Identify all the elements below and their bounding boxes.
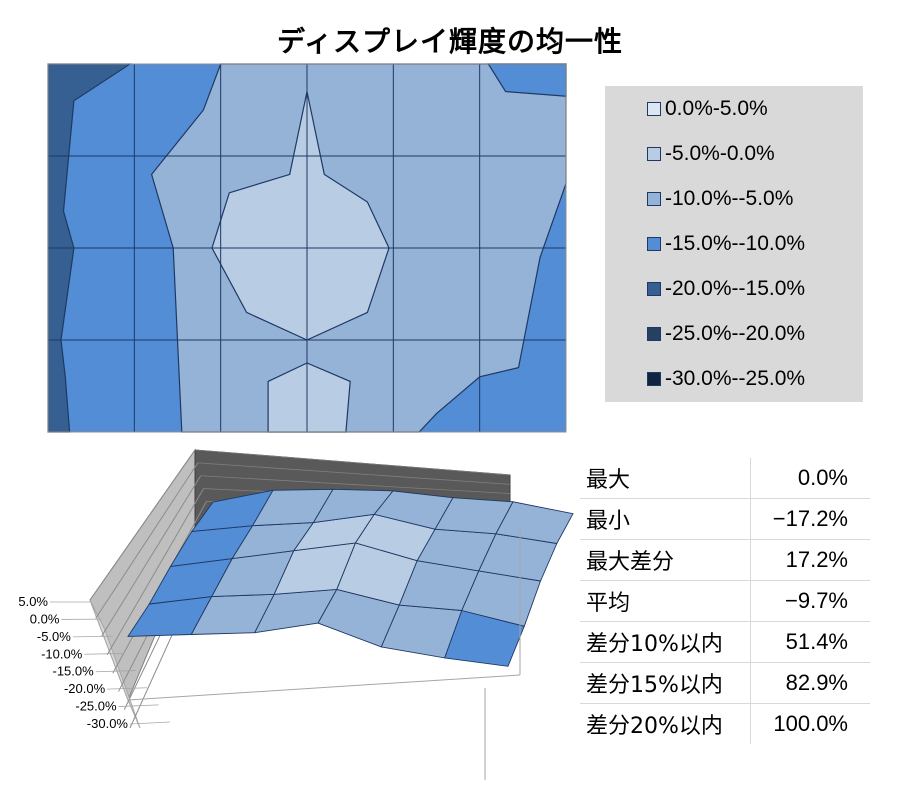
legend-item: -10.0%--5.0% bbox=[647, 186, 793, 212]
legend-label: -15.0%--10.0% bbox=[665, 232, 806, 255]
stats-value: 82.9% bbox=[749, 662, 870, 704]
contour-plot bbox=[47, 63, 567, 433]
stats-value: 0.0% bbox=[749, 458, 870, 499]
surface-ztick-line bbox=[95, 670, 136, 673]
legend-label: -25.0%--20.0% bbox=[665, 322, 806, 345]
stats-label: 差分20%以内 bbox=[586, 714, 723, 739]
legend-swatch bbox=[647, 147, 661, 161]
legend-label: -20.0%--15.0% bbox=[665, 277, 806, 300]
surface-ztick: -25.0% bbox=[75, 699, 117, 714]
stats-row: 差分20%以内 100.0% bbox=[580, 703, 870, 744]
legend-item: -20.0%--15.0% bbox=[647, 276, 805, 302]
legend-swatch bbox=[647, 237, 661, 251]
legend-swatch bbox=[647, 327, 661, 341]
stats-row: 差分15%以内 82.9% bbox=[580, 662, 870, 704]
surface-ztick-line bbox=[84, 653, 125, 655]
surface-ztick-line bbox=[118, 704, 159, 707]
stats-label: 最小 bbox=[580, 498, 751, 540]
surface-ztick: -10.0% bbox=[41, 646, 83, 661]
surface-ztick-line bbox=[129, 721, 171, 725]
surface-back-gridline bbox=[200, 475, 511, 494]
contour-band-lighter-center bbox=[211, 91, 390, 341]
legend-item: 0.0%-5.0% bbox=[647, 96, 768, 122]
surface-wall-gridline bbox=[89, 449, 196, 601]
stats-value: 100.0% bbox=[749, 703, 870, 744]
surface-ztick: -15.0% bbox=[53, 664, 95, 679]
stats-label: 最大 bbox=[580, 458, 751, 499]
legend-item: -25.0%--20.0% bbox=[647, 321, 805, 347]
surface-ztick: 0.0% bbox=[30, 611, 60, 626]
surface-wall-gridline bbox=[106, 488, 205, 656]
surface-ztick-line bbox=[107, 687, 148, 690]
surface-ztick: -20.0% bbox=[64, 681, 106, 696]
stats-label: 平均 bbox=[580, 580, 751, 622]
surface-ztick-line bbox=[72, 635, 113, 638]
surface-ztick: -5.0% bbox=[37, 629, 71, 644]
legend-swatch bbox=[647, 102, 661, 116]
stats-table: 最大 0.0% 最小 −17.2% 最大差分 17.2% 平均 −9.7% 差分10%以内 51.… bbox=[580, 458, 870, 744]
surface-ztick: 5.0% bbox=[18, 594, 48, 609]
stats-row: 平均 −9.7% bbox=[580, 580, 870, 622]
legend-item: -15.0%--10.0% bbox=[647, 231, 805, 257]
contour-band-lighter-bottom bbox=[267, 362, 351, 433]
stats-value: 17.2% bbox=[749, 539, 870, 581]
legend-swatch bbox=[647, 372, 661, 386]
surface-cell bbox=[495, 501, 574, 544]
legend-item: -5.0%-0.0% bbox=[647, 141, 775, 167]
legend-label: -30.0%--25.0% bbox=[665, 367, 806, 390]
legend-swatch bbox=[647, 192, 661, 206]
surface-plot: 5.0% 0.0% -5.0% -10.0% -15.0% -20.0% -25.0% -30… bbox=[18, 448, 574, 780]
stats-row: 最大 0.0% bbox=[580, 458, 870, 499]
surface-wall-gridline bbox=[95, 462, 199, 619]
surface-left-base bbox=[89, 599, 141, 729]
surface-floor-edge bbox=[127, 674, 521, 701]
surface-wall-gridline bbox=[101, 475, 202, 637]
stats-value: −9.7% bbox=[749, 580, 870, 622]
legend-label: -5.0%-0.0% bbox=[665, 142, 775, 165]
stats-label: 最大差分 bbox=[580, 539, 751, 581]
stats-label: 差分10%以内 bbox=[580, 621, 751, 663]
chart-title: ディスプレイ輝度の均一性 bbox=[276, 25, 624, 58]
legend-swatch bbox=[647, 282, 661, 296]
stats-row: 差分10%以内 51.4% bbox=[580, 621, 870, 663]
legend-label: -10.0%--5.0% bbox=[665, 187, 794, 210]
surface-back-gridline bbox=[197, 462, 511, 485]
surface-back-gridline bbox=[194, 449, 511, 476]
surface-ztick: -30.0% bbox=[87, 716, 129, 731]
stats-row: 最小 −17.2% bbox=[580, 498, 870, 540]
legend: 0.0%-5.0% -5.0%-0.0% -10.0%--5.0% -15.0%--1… bbox=[605, 86, 863, 402]
legend-label: 0.0%-5.0% bbox=[665, 97, 768, 120]
stats-label: 差分15%以内 bbox=[580, 662, 751, 704]
stats-row: 最大差分 17.2% bbox=[580, 539, 870, 581]
contour-frame bbox=[47, 63, 567, 433]
stats-value: −17.2% bbox=[749, 498, 870, 540]
legend-item: -30.0%--25.0% bbox=[647, 366, 805, 392]
stats-value: 51.4% bbox=[749, 621, 870, 663]
